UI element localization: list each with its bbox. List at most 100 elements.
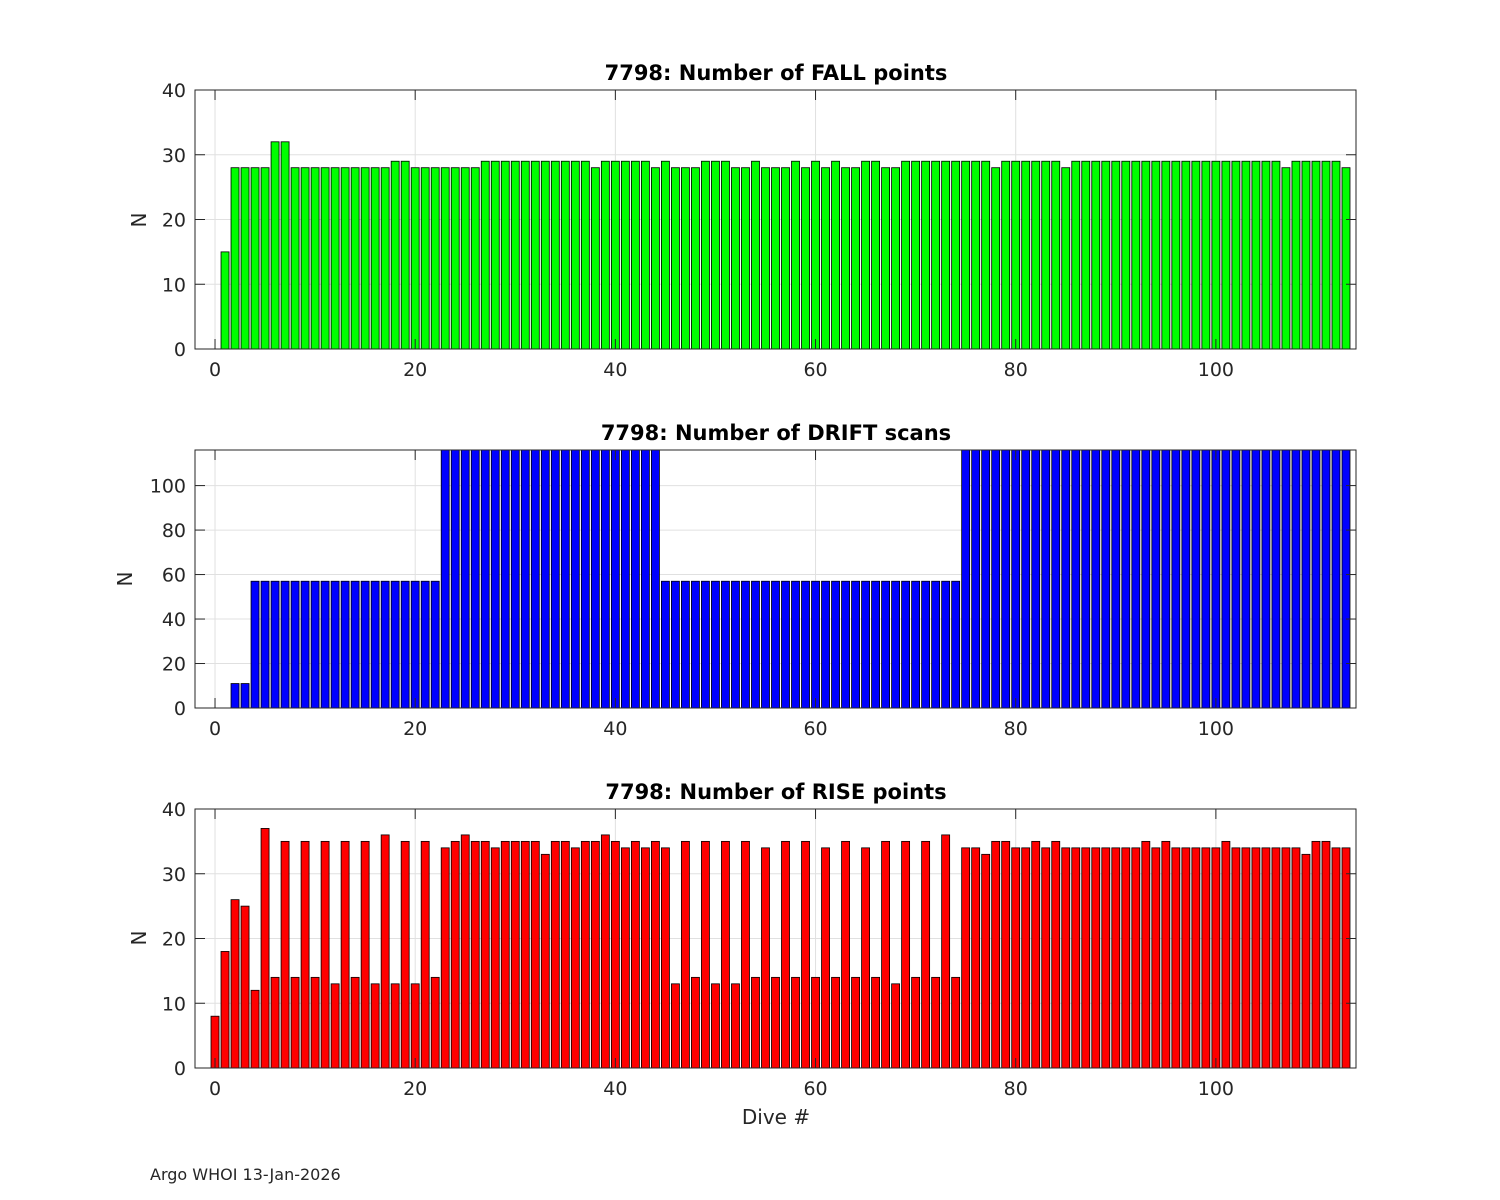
fall-points-x-tick-label: 20 [403, 359, 427, 381]
fall-points-bar [570, 160, 580, 349]
drift-scans-bar [681, 580, 690, 708]
drift-scans-bar [691, 580, 700, 708]
fall-points-bar [851, 167, 860, 349]
rise-points-bar [460, 834, 470, 1068]
fall-points-bar [290, 167, 300, 349]
rise-points-bar [300, 840, 310, 1068]
fall-points-y-tick-label: 30 [162, 145, 186, 167]
rise-points-bar [430, 976, 440, 1068]
rise-points-bar [761, 847, 770, 1068]
rise-points-bar [540, 853, 550, 1068]
drift-scans-bar [1141, 450, 1151, 708]
rise-points-bar [861, 847, 870, 1068]
drift-scans-bar [410, 580, 420, 708]
drift-scans-bar [590, 450, 600, 708]
fall-points-bar [610, 160, 620, 349]
drift-scans-bar [1171, 450, 1181, 708]
rise-points-bar [640, 847, 650, 1068]
fall-points-bar [801, 167, 810, 349]
drift-scans-bar [1311, 450, 1321, 708]
rise-points-x-tick-label: 60 [803, 1078, 827, 1100]
drift-scans-bar [1261, 450, 1271, 708]
rise-points-bar [1341, 847, 1351, 1068]
drift-scans-bar [1181, 450, 1191, 708]
drift-scans-bar [761, 580, 770, 708]
rise-points-bar [871, 976, 880, 1068]
drift-scans-bar [1001, 450, 1011, 708]
fall-points-bar [400, 160, 410, 349]
fall-points-bar [1011, 160, 1021, 349]
fall-points-bar [791, 160, 800, 349]
rise-points-bar [1201, 847, 1211, 1068]
fall-points-bar [1311, 160, 1321, 349]
fall-points-bar [630, 160, 640, 349]
drift-scans-bar [650, 450, 660, 708]
fall-points-y-tick-label: 10 [162, 274, 186, 296]
drift-scans-bar [400, 580, 410, 708]
fall-points-bars [220, 141, 1351, 349]
rise-points-panel: 7798: Number of RISE points N Dive # 0 20… [127, 780, 1357, 1129]
fall-points-bar [440, 167, 450, 349]
drift-scans-bar [280, 580, 290, 708]
fall-points-bar [470, 167, 480, 349]
fall-points-bar [711, 160, 720, 349]
drift-scans-bar [530, 450, 540, 708]
drift-scans-bar [971, 450, 981, 708]
fall-points-bar [350, 167, 360, 349]
rise-points-bar [691, 976, 700, 1068]
drift-scans-bar [1071, 450, 1081, 708]
drift-scans-bar [901, 580, 911, 708]
fall-points-bar [370, 167, 380, 349]
rise-points-bar [1291, 847, 1301, 1068]
rise-points-bar [590, 840, 600, 1068]
fall-points-bar [681, 167, 690, 349]
fall-points-bar [741, 167, 750, 349]
drift-scans-bar [1011, 450, 1021, 708]
fall-points-bar [1101, 160, 1111, 349]
rise-points-bar [751, 976, 760, 1068]
fall-points-bar [540, 160, 550, 349]
fall-points-bar [921, 160, 931, 349]
fall-points-bar [871, 160, 880, 349]
drift-scans-y-tick-label: 100 [150, 476, 186, 498]
drift-scans-bar [340, 580, 350, 708]
drift-scans-bar [1251, 450, 1261, 708]
rise-points-bar [731, 983, 740, 1068]
fall-points-bar [520, 160, 530, 349]
fall-points-bar [1281, 167, 1291, 349]
fall-points-bar [1111, 160, 1121, 349]
fall-points-bar [1151, 160, 1161, 349]
rise-points-bar [821, 847, 830, 1068]
fall-points-bar [1071, 160, 1081, 349]
rise-points-bar [1111, 847, 1121, 1068]
rise-points-x-tick-label: 20 [403, 1078, 427, 1100]
drift-scans-bar [290, 580, 300, 708]
rise-points-bar [1031, 840, 1041, 1068]
drift-scans-bar [741, 580, 750, 708]
fall-points-ylabel: N [127, 213, 151, 228]
drift-scans-bar [480, 450, 490, 708]
rise-points-bar [1191, 847, 1201, 1068]
drift-scans-bar [390, 580, 400, 708]
drift-scans-axes-box [194, 449, 1357, 709]
fall-points-bar [1161, 160, 1171, 349]
fall-points-x-tick-label: 60 [803, 359, 827, 381]
rise-points-bar [1181, 847, 1191, 1068]
fall-points-bar [480, 160, 490, 349]
fall-points-bar [1031, 160, 1041, 349]
fall-points-bar [981, 160, 991, 349]
rise-points-bar [1211, 847, 1221, 1068]
rise-points-bar [560, 840, 570, 1068]
drift-scans-bar [1031, 450, 1041, 708]
drift-scans-title: 7798: Number of DRIFT scans [601, 421, 951, 445]
fall-points-bar [1141, 160, 1151, 349]
fall-points-bar [250, 167, 260, 349]
fall-points-bar [640, 160, 650, 349]
drift-scans-bar [1101, 450, 1111, 708]
drift-scans-bar [801, 580, 810, 708]
rise-points-bar [240, 905, 250, 1068]
drift-scans-bar [580, 450, 590, 708]
drift-scans-bar [620, 450, 630, 708]
rise-points-x-tick-label: 0 [209, 1078, 221, 1100]
fall-points-bar [831, 160, 840, 349]
